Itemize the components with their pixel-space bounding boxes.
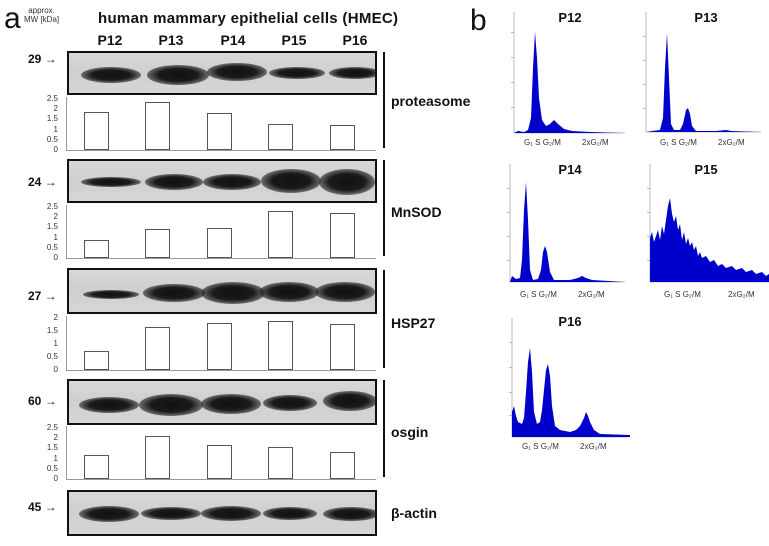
protein-label-mnsod: MnSOD	[391, 204, 442, 220]
bar-p13	[145, 229, 170, 258]
bar-p13	[145, 436, 170, 479]
protein-label-proteasome: proteasome	[391, 93, 471, 109]
western-blot-osgin	[67, 379, 377, 425]
histogram-p14: P14 G₁ S G₂/M 2xG₂/M	[500, 160, 625, 300]
bar-p12	[84, 112, 109, 150]
mw-marker-24: 24 →	[28, 175, 57, 189]
mw-note: approx. MW [kDa]	[24, 6, 59, 24]
bar-p13	[145, 327, 170, 370]
arrow-icon: →	[44, 175, 57, 189]
histogram-p15: P15 G₁ S G₂/M 2xG₂/M	[636, 160, 769, 300]
western-blot-proteasome	[67, 51, 377, 95]
arrow-icon: →	[44, 500, 57, 514]
histogram-title: P13	[694, 10, 718, 25]
histogram-title: P16	[558, 314, 582, 329]
western-blot-beta-actin	[67, 490, 377, 536]
panel-b-letter: b	[470, 4, 487, 37]
mw-marker-27: 27 →	[28, 289, 57, 303]
bar-p15	[268, 211, 293, 258]
bracket-proteasome	[383, 52, 385, 148]
bar-p16	[330, 324, 355, 370]
bar-p15	[268, 447, 293, 479]
histogram-p16: P16 G₁ S G₂/M 2xG₂/M	[500, 312, 630, 457]
mw-note-line2: MW [kDa]	[24, 15, 60, 24]
bar-p12	[84, 455, 109, 479]
bar-p13	[145, 102, 170, 150]
bar-p12	[84, 240, 109, 258]
bar-chart-hsp27: 2 1.5 1 0.5 0	[40, 314, 380, 374]
protein-label-beta-actin: β-actin	[391, 505, 437, 521]
mw-note-line1: approx.	[28, 6, 55, 15]
bracket-hsp27	[383, 270, 385, 368]
bar-p14	[207, 113, 232, 150]
bracket-osgin	[383, 380, 385, 477]
bar-p12	[84, 351, 109, 370]
histogram-title: P14	[558, 162, 582, 177]
protein-label-hsp27: HSP27	[391, 315, 436, 331]
histogram-p13: P13 G₁ S G₂/M 2xG₂/M	[636, 8, 761, 148]
histogram-title: P15	[694, 162, 718, 177]
bar-chart-mnsod: 2.5 2 1.5 1 0.5 0	[40, 203, 380, 262]
western-blot-mnsod	[67, 159, 377, 203]
lane-label-p16: P16	[342, 32, 368, 48]
bar-p16	[330, 125, 355, 150]
panel-a-title: human mammary epithelial cells (HMEC)	[98, 10, 399, 27]
bar-p15	[268, 124, 293, 150]
lane-label-p15: P15	[281, 32, 307, 48]
histogram-p12: P12 G₁ S G₂/M 2xG₂/M	[500, 8, 625, 148]
lane-label-p12: P12	[97, 32, 123, 48]
arrow-icon: →	[44, 52, 57, 66]
arrow-icon: →	[44, 394, 57, 408]
mw-marker-45: 45 →	[28, 500, 57, 514]
arrow-icon: →	[44, 289, 57, 303]
lane-label-p14: P14	[220, 32, 246, 48]
lane-label-p13: P13	[158, 32, 184, 48]
bar-p16	[330, 452, 355, 479]
bar-p14	[207, 228, 232, 258]
protein-label-osgin: osgin	[391, 424, 429, 440]
mw-marker-29: 29 →	[28, 52, 57, 66]
western-blot-hsp27	[67, 268, 377, 314]
lane-labels: P12 P13 P14 P15 P16	[68, 32, 378, 52]
mw-marker-60: 60 →	[28, 394, 57, 408]
histogram-title: P12	[558, 10, 582, 25]
bar-chart-osgin: 2.5 2 1.5 1 0.5 0	[40, 424, 380, 483]
bar-p14	[207, 323, 232, 370]
panel-a-letter: a	[4, 2, 21, 35]
bar-chart-proteasome: 2.5 2 1.5 1 0.5 0	[40, 95, 380, 154]
bar-p14	[207, 445, 232, 479]
bar-p16	[330, 213, 355, 258]
bracket-mnsod	[383, 160, 385, 256]
bar-p15	[268, 321, 293, 370]
